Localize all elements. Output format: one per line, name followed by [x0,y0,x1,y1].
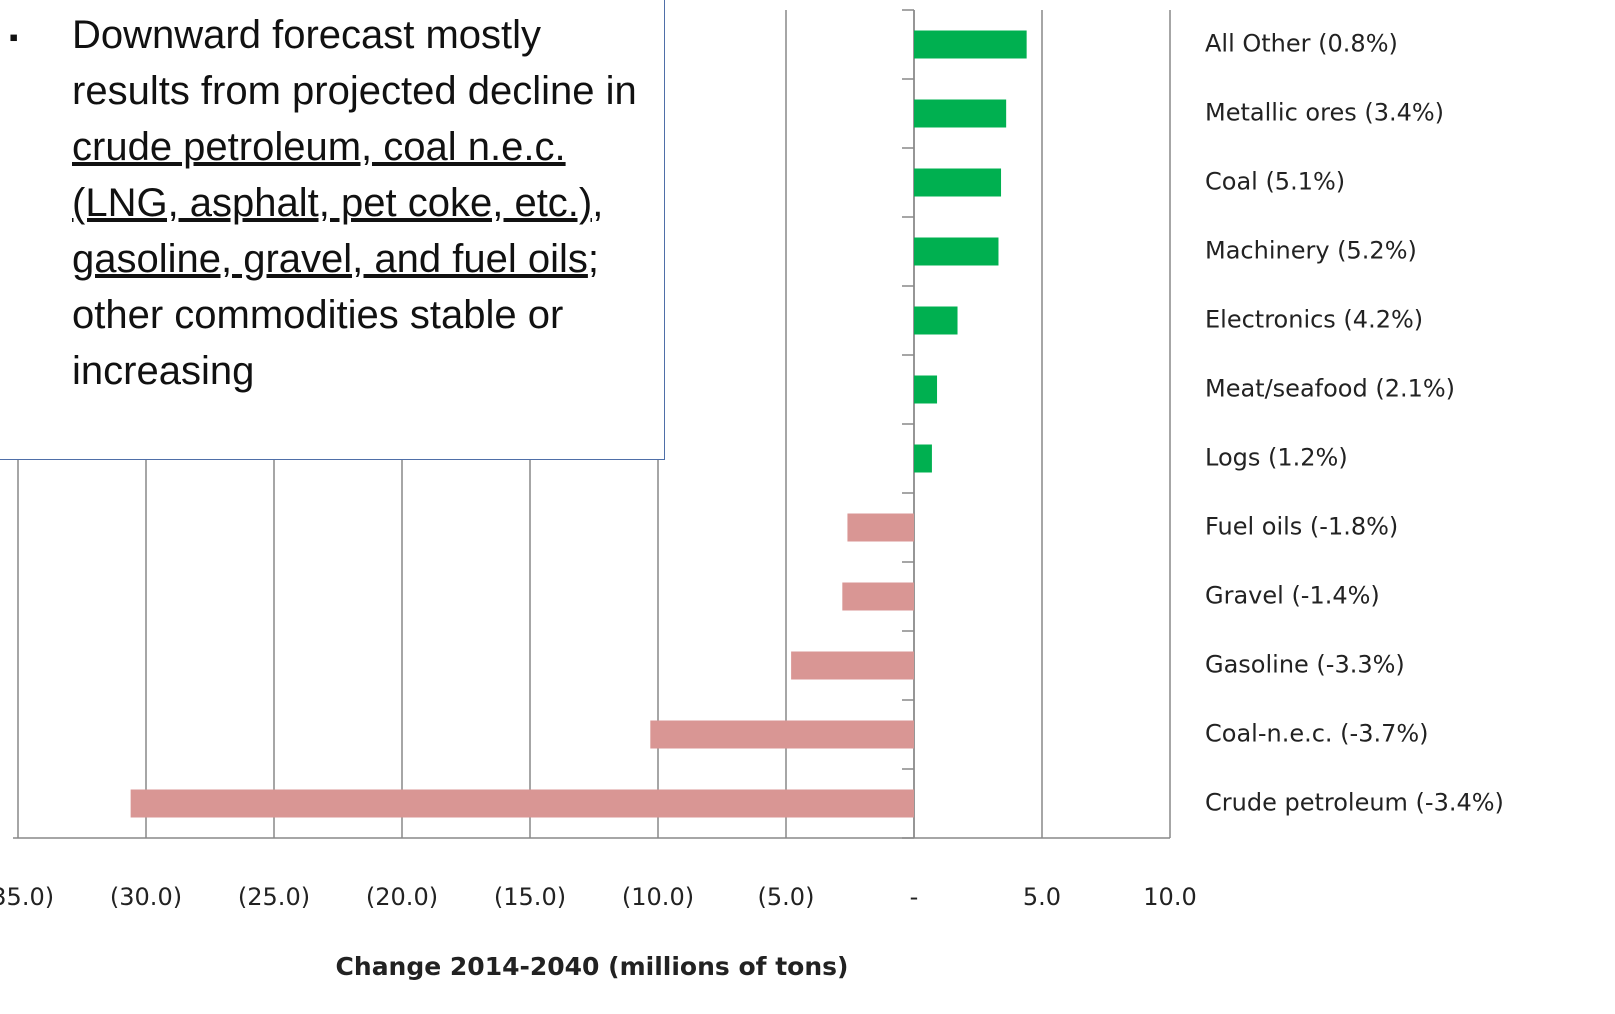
category-label: Logs (1.2%) [1205,444,1348,472]
bar [914,237,999,266]
annotation-box: ▪ Downward forecast mostly results from … [0,0,665,460]
bar [914,99,1007,128]
category-label: Metallic ores (3.4%) [1205,99,1444,127]
bar [914,375,938,404]
annotation-segment: Downward forecast mostly results from pr… [72,13,637,113]
bar [914,168,1002,197]
category-label: All Other (0.8%) [1205,30,1398,58]
category-label: Machinery (5.2%) [1205,237,1417,265]
category-label: Gasoline (-3.3%) [1205,651,1405,679]
category-label: Coal-n.e.c. (-3.7%) [1205,720,1429,748]
bar [914,306,958,335]
x-tick-label: (30.0) [110,883,182,911]
annotation-segment: ; other commodities stable or increasing [72,237,600,393]
x-tick-label: (15.0) [494,883,566,911]
x-tick-label: - [910,883,919,911]
x-tick-label: (5.0) [758,883,815,911]
x-tick-label: 5.0 [1023,883,1061,911]
category-label: Fuel oils (-1.8%) [1205,513,1398,541]
x-axis-title: Change 2014-2040 (millions of tons) [336,952,849,981]
x-tick-label: (35.0) [0,883,54,911]
category-label: Crude petroleum (-3.4%) [1205,789,1504,817]
bullet: ▪ [9,22,19,52]
bar [650,720,914,749]
bar [914,444,932,473]
category-label: Electronics (4.2%) [1205,306,1423,334]
bar [842,582,914,611]
bar [914,30,1027,59]
x-tick-label: (20.0) [366,883,438,911]
category-label: Coal (5.1%) [1205,168,1345,196]
category-label: Gravel (-1.4%) [1205,582,1380,610]
bar [847,513,914,542]
x-tick-label: (25.0) [238,883,310,911]
bar [791,651,914,680]
annotation-text: Downward forecast mostly results from pr… [72,7,647,399]
x-tick-label: (10.0) [622,883,694,911]
annotation-segment: crude petroleum, coal n.e.c. (LNG, aspha… [72,125,604,281]
x-tick-label: 10.0 [1143,883,1196,911]
bar [130,789,914,818]
category-label: Meat/seafood (2.1%) [1205,375,1455,403]
